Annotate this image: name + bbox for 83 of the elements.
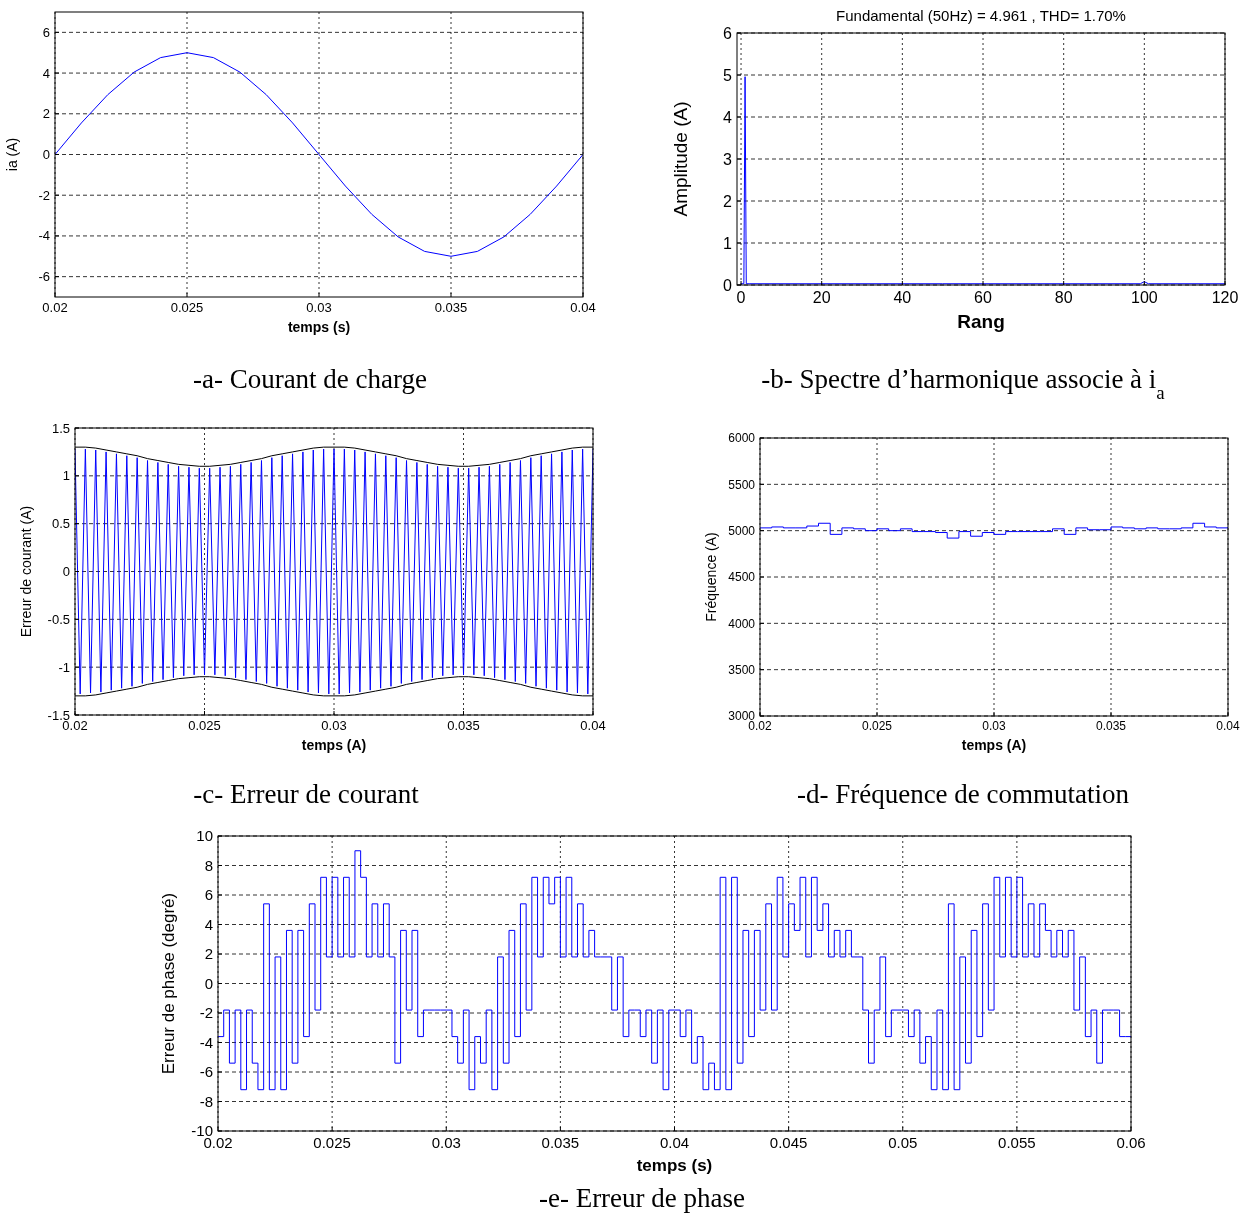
x-tick-label: 20 <box>812 289 831 306</box>
y-tick-label: 6000 <box>728 431 756 446</box>
x-tick-label: 0.025 <box>188 718 221 733</box>
y-tick-label: 4000 <box>728 616 756 631</box>
x-tick-label: 0.03 <box>982 719 1006 733</box>
x-tick-label: 0.03 <box>321 718 347 733</box>
y-tick-label: 3500 <box>728 662 756 677</box>
x-tick-label: 0.03 <box>306 300 332 315</box>
y-tick-label: 0 <box>204 974 213 992</box>
y-tick-label: 3 <box>723 150 733 168</box>
x-tick-label: 0.025 <box>313 1134 351 1151</box>
x-tick-label: 0.02 <box>42 300 68 315</box>
y-tick-label: 6 <box>723 24 733 42</box>
y-tick-label: -6 <box>38 269 50 285</box>
y-tick-label: 2 <box>42 106 50 122</box>
y-tick-label: -4 <box>199 1033 213 1051</box>
x-tick-label: 0.04 <box>659 1134 690 1151</box>
x-tick-label: 0.055 <box>998 1134 1036 1151</box>
y-axis-title: Erreur de phase (degré) <box>159 892 178 1075</box>
y-tick-label: 0 <box>723 276 733 294</box>
y-tick-label: 1 <box>62 468 70 484</box>
x-tick-label: 0.05 <box>888 1134 918 1151</box>
chart-title: Fundamental (50Hz) = 4.961 , THD= 1.70% <box>836 7 1126 24</box>
y-tick-label: 6 <box>42 24 50 40</box>
y-tick-label: 4 <box>42 65 50 81</box>
y-tick-label: 6 <box>204 886 213 904</box>
x-tick-label: 100 <box>1130 289 1158 306</box>
y-tick-label: 0 <box>62 564 70 580</box>
x-tick-label: 0.04 <box>570 300 596 315</box>
x-tick-label: 0.02 <box>62 718 88 733</box>
y-tick-label: -2 <box>199 1004 213 1022</box>
text: -a- Courant de charge <box>192 364 428 394</box>
y-axis-title: Amplitude (A) <box>670 101 691 217</box>
y-tick-label: 1.5 <box>51 420 70 436</box>
y-tick-label: 2 <box>723 192 733 210</box>
text: -d- Fréquence de commutation <box>796 779 1130 809</box>
x-tick-label: 120 <box>1211 289 1239 306</box>
x-axis-title: Rang <box>957 311 1005 332</box>
text: -e- Erreur de phase <box>538 1183 746 1213</box>
y-tick-label: 0.5 <box>51 516 70 532</box>
x-tick-label: 80 <box>1054 289 1073 306</box>
y-axis-title: Fréquence (A) <box>703 532 719 622</box>
line-series <box>75 448 593 695</box>
x-axis-title: temps (s) <box>287 319 351 335</box>
x-tick-label: 0.06 <box>1116 1134 1146 1151</box>
y-tick-label: 4 <box>723 108 733 126</box>
line-series <box>55 52 583 257</box>
y-tick-label: -0.5 <box>47 611 70 627</box>
y-tick-label: 5500 <box>728 477 756 492</box>
x-tick-label: 0.04 <box>580 718 606 733</box>
y-tick-label: 5000 <box>728 523 756 538</box>
x-tick-label: 0.045 <box>769 1134 808 1151</box>
y-tick-label: 0 <box>42 147 50 163</box>
x-tick-label: 0.035 <box>434 300 468 315</box>
x-tick-label: 0.035 <box>1095 719 1127 733</box>
y-tick-label: -6 <box>199 1063 213 1081</box>
x-tick-label: 0.035 <box>447 718 480 733</box>
y-tick-label: -8 <box>199 1092 213 1110</box>
x-tick-label: 0.025 <box>861 719 893 733</box>
y-tick-label: -4 <box>38 228 50 244</box>
x-axis-title: temps (A) <box>961 737 1027 753</box>
x-tick-label: 0.025 <box>170 300 204 315</box>
y-axis-title: Erreur de courant (A) <box>18 505 34 638</box>
x-tick-label: 0.03 <box>431 1134 461 1151</box>
x-tick-label: 0.02 <box>748 719 772 733</box>
y-tick-label: 4500 <box>728 570 756 585</box>
y-tick-label: 8 <box>204 856 213 874</box>
y-axis-title: ia (A) <box>4 137 20 172</box>
text: -c- Erreur de courant <box>193 779 420 809</box>
y-tick-label: 10 <box>196 827 213 845</box>
y-tick-label: -2 <box>38 187 50 203</box>
y-tick-label: 5 <box>723 66 733 84</box>
text: -b- Spectre d’harmonique associe à i$_{a}$ <box>761 364 1166 403</box>
x-tick-label: 0.035 <box>541 1134 580 1151</box>
x-axis-title: temps (A) <box>301 737 367 753</box>
y-tick-label: -1 <box>58 659 70 675</box>
x-tick-label: 40 <box>893 289 912 306</box>
x-tick-label: 0.04 <box>1216 719 1240 733</box>
y-tick-label: 2 <box>204 945 213 963</box>
x-axis-title: temps (s) <box>636 1156 713 1175</box>
y-tick-label: 4 <box>204 915 213 933</box>
x-tick-label: 60 <box>974 289 993 306</box>
y-tick-label: 1 <box>723 234 733 252</box>
